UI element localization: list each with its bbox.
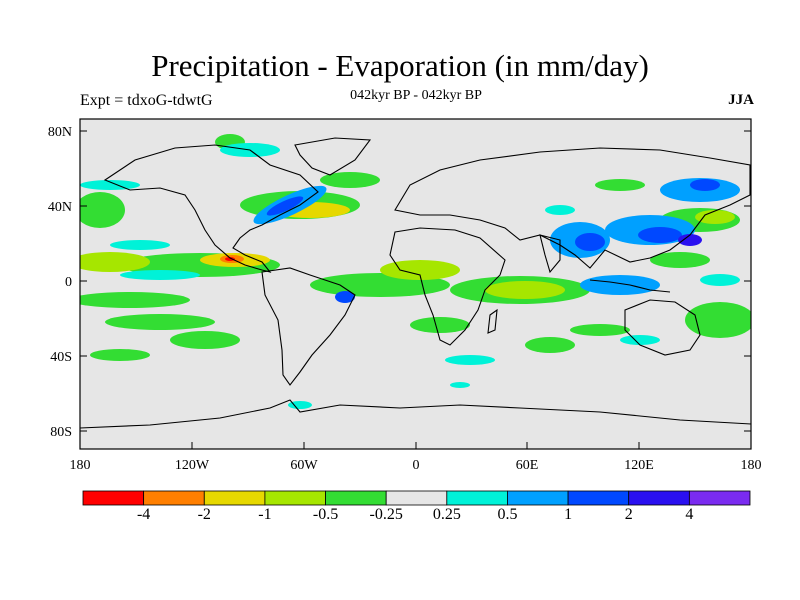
chart-title: Precipitation - Evaporation (in mm/day) bbox=[151, 48, 649, 83]
lon-label: 180 bbox=[70, 458, 91, 473]
lon-label: 60W bbox=[290, 458, 318, 473]
lon-label: 120W bbox=[175, 458, 210, 473]
colorbar-label: -0.25 bbox=[369, 506, 403, 523]
lon-ticks bbox=[191, 442, 640, 449]
colorbar-label: -4 bbox=[136, 506, 151, 523]
lon-label: 0 bbox=[413, 458, 420, 473]
lat-label: 80S bbox=[50, 425, 72, 440]
colorbar-swatch bbox=[688, 490, 751, 506]
experiment-label: Expt = tdxoG-tdwtG bbox=[80, 92, 213, 109]
lat-label: 40N bbox=[48, 200, 72, 215]
lat-ticks bbox=[80, 130, 751, 432]
colorbar-swatch bbox=[385, 490, 448, 506]
colorbar-swatch bbox=[325, 490, 387, 506]
colorbar-label: 2 bbox=[624, 506, 633, 523]
colorbar-swatch bbox=[264, 490, 326, 506]
colorbar-label: 4 bbox=[685, 506, 694, 523]
period-label: 042kyr BP - 042kyr BP bbox=[350, 88, 482, 103]
colorbar-label: 1 bbox=[564, 506, 573, 523]
colorbar-swatch bbox=[143, 490, 205, 506]
lat-label: 0 bbox=[65, 275, 72, 290]
colorbar-label: -2 bbox=[197, 506, 211, 523]
colorbar-swatch bbox=[446, 490, 508, 506]
colorbar-label: -0.5 bbox=[312, 506, 339, 523]
colorbar bbox=[82, 490, 751, 506]
lon-label: 120E bbox=[624, 458, 654, 473]
lon-label: 60E bbox=[516, 458, 539, 473]
colorbar-swatch bbox=[203, 490, 266, 506]
lon-label: 180 bbox=[741, 458, 762, 473]
lat-label: 40S bbox=[50, 350, 72, 365]
colorbar-label: 0.25 bbox=[432, 506, 461, 523]
colorbar-swatch bbox=[507, 490, 569, 506]
season-label: JJA bbox=[728, 92, 754, 108]
colorbar-label: 0.5 bbox=[497, 506, 518, 523]
colorbar-label: -1 bbox=[258, 506, 272, 523]
coastlines bbox=[80, 137, 751, 429]
lat-label: 80N bbox=[48, 125, 72, 140]
colorbar-swatch bbox=[82, 490, 145, 506]
field-contours bbox=[80, 134, 751, 409]
colorbar-swatch bbox=[567, 490, 630, 506]
colorbar-swatch bbox=[628, 490, 690, 506]
